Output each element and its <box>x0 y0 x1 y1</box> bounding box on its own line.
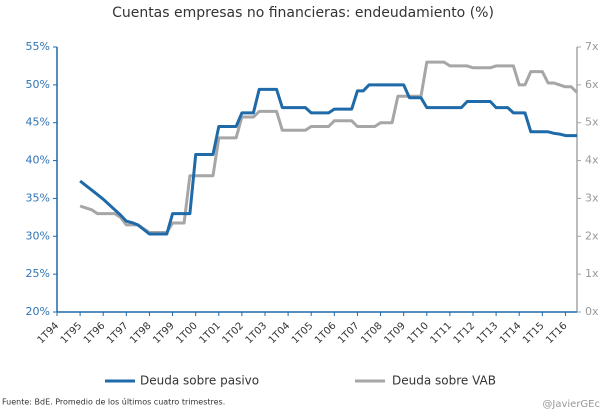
y-tick-label: 35% <box>26 191 50 204</box>
y-tick-label: 55% <box>26 40 50 53</box>
x-tick-label: 1T01 <box>197 320 223 346</box>
x-tick-label: 1T15 <box>521 320 547 346</box>
legend-label: Deuda sobre VAB <box>392 374 496 388</box>
y2-tick-label: 4x <box>585 154 599 167</box>
chart-title: Cuentas empresas no financieras: endeuda… <box>112 5 494 21</box>
x-tick-label: 1T04 <box>267 320 293 346</box>
y-tick-label: 25% <box>26 267 50 280</box>
x-tick-label: 1T03 <box>244 320 270 346</box>
x-tick-label: 1T06 <box>313 320 339 346</box>
y2-tick-label: 0x <box>585 305 599 318</box>
credit: @JavierGEc <box>542 399 600 410</box>
x-tick-label: 1T00 <box>174 320 200 346</box>
y2-tick-label: 6x <box>585 78 599 91</box>
x-tick-label: 1T99 <box>151 320 177 346</box>
y2-tick-label: 1x <box>585 267 599 280</box>
y2-tick-label: 5x <box>585 116 599 129</box>
series-line <box>79 60 579 234</box>
x-tick-label: 1T11 <box>429 320 455 346</box>
x-tick-label: 1T09 <box>382 320 408 346</box>
x-tick-label: 1T97 <box>105 320 131 346</box>
legend-label: Deuda sobre pasivo <box>140 374 259 388</box>
x-tick-label: 1T02 <box>221 320 247 346</box>
x-tick-label: 1T13 <box>475 320 501 346</box>
y2-tick-label: 7x <box>585 40 599 53</box>
x-tick-label: 1T05 <box>290 320 316 346</box>
y-tick-label: 20% <box>26 305 50 318</box>
x-tick-label: 1T95 <box>59 320 85 346</box>
x-tick-label: 1T96 <box>82 320 108 346</box>
x-tick-label: 1T98 <box>128 320 154 346</box>
x-tick-label: 1T16 <box>544 320 570 346</box>
y-tick-label: 45% <box>26 116 50 129</box>
source-note: Fuente: BdE. Promedio de los últimos cua… <box>2 398 225 407</box>
x-tick-label: 1T08 <box>359 320 385 346</box>
y2-tick-label: 3x <box>585 191 599 204</box>
y-tick-label: 40% <box>26 154 50 167</box>
x-tick-label: 1T12 <box>452 320 478 346</box>
series-line <box>79 83 577 236</box>
x-tick-label: 1T07 <box>336 320 362 346</box>
y2-tick-label: 2x <box>585 229 599 242</box>
x-tick-label: 1T14 <box>498 320 524 346</box>
y-tick-label: 30% <box>26 229 50 242</box>
y-tick-label: 50% <box>26 78 50 91</box>
x-tick-label: 1T94 <box>36 320 62 346</box>
x-tick-label: 1T10 <box>405 320 431 346</box>
